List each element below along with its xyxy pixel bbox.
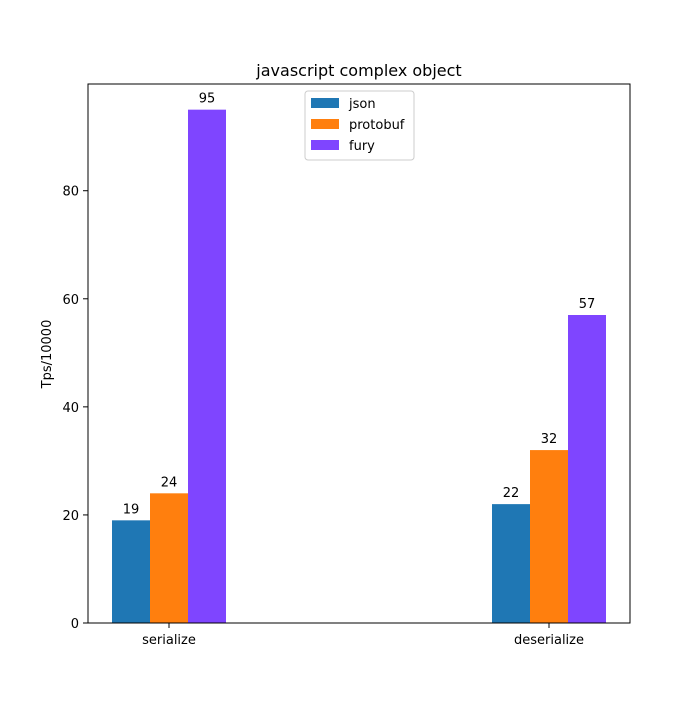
x-tick-label-serialize: serialize bbox=[142, 633, 196, 648]
legend-label-protobuf: protobuf bbox=[349, 118, 405, 133]
bar-json-deserialize bbox=[492, 504, 530, 623]
bar-protobuf-deserialize bbox=[530, 450, 568, 623]
bar-protobuf-serialize bbox=[150, 493, 188, 623]
x-tick-label-deserialize: deserialize bbox=[514, 633, 584, 648]
data-label-json-serialize: 19 bbox=[123, 502, 140, 517]
legend-swatch-protobuf bbox=[311, 119, 339, 129]
y-tick-label: 0 bbox=[71, 617, 79, 632]
bar-fury-deserialize bbox=[568, 315, 606, 623]
data-label-fury-deserialize: 57 bbox=[579, 297, 596, 312]
legend-label-json: json bbox=[348, 97, 376, 112]
data-label-protobuf-serialize: 24 bbox=[161, 475, 178, 490]
data-label-protobuf-deserialize: 32 bbox=[541, 432, 558, 447]
bar-fury-serialize bbox=[188, 109, 226, 623]
y-tick-label: 60 bbox=[62, 293, 79, 308]
legend-swatch-fury bbox=[311, 140, 339, 150]
x-axis: serialize deserialize bbox=[142, 623, 584, 648]
data-label-fury-serialize: 95 bbox=[199, 92, 216, 107]
y-axis-label: Tps/10000 bbox=[40, 320, 55, 390]
y-axis: 0 20 40 60 80 bbox=[62, 185, 88, 632]
plot-frame bbox=[87, 83, 631, 624]
y-tick-label: 20 bbox=[62, 509, 79, 524]
legend-label-fury: fury bbox=[349, 139, 375, 154]
legend-swatch-json bbox=[311, 98, 339, 108]
y-tick-label: 80 bbox=[62, 185, 79, 200]
bar-json-serialize bbox=[112, 520, 150, 623]
data-label-json-deserialize: 22 bbox=[503, 486, 520, 501]
chart-title: javascript complex object bbox=[255, 61, 461, 80]
legend: json protobuf fury bbox=[304, 90, 415, 161]
y-tick-label: 40 bbox=[62, 401, 79, 416]
data-labels-layer: 19 24 95 22 32 57 bbox=[123, 92, 596, 518]
bars-layer bbox=[112, 109, 606, 623]
